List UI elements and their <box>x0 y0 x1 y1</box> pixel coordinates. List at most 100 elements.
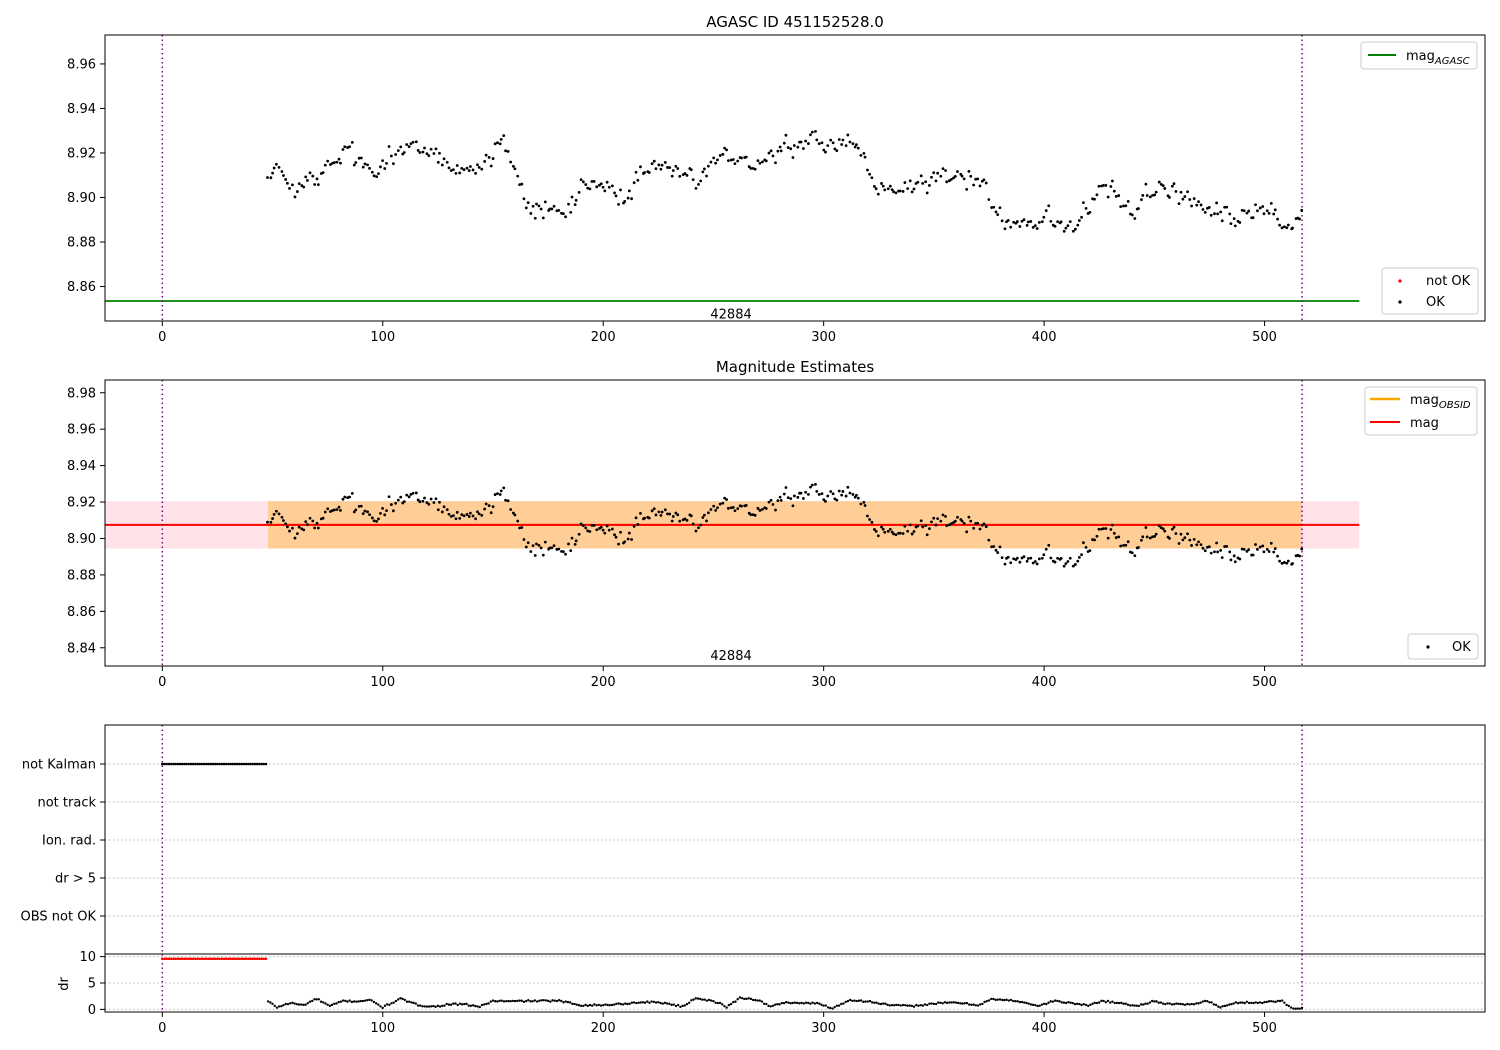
data-point-3-104 <box>496 1000 499 1003</box>
dr-flag-point-0 <box>161 957 164 961</box>
legend-ok-status: not OK OK <box>1381 267 1479 315</box>
data-point-3-244 <box>804 1001 808 1004</box>
data-point-1-417 <box>1186 532 1189 536</box>
data-point-0-52 <box>381 159 384 163</box>
data-point-3-293 <box>912 1005 916 1008</box>
data-point-1-382 <box>1109 528 1113 531</box>
data-point-0-293 <box>912 187 916 191</box>
data-point-3-95 <box>476 1005 479 1008</box>
data-point-1-77 <box>436 508 440 512</box>
data-point-0-226 <box>764 159 768 163</box>
data-point-1-395 <box>1137 546 1140 549</box>
data-point-1-124 <box>539 546 543 550</box>
data-point-3-193 <box>692 998 695 1001</box>
data-point-0-138 <box>570 195 574 199</box>
data-point-3-290 <box>906 1004 909 1007</box>
data-point-3-217 <box>745 997 748 1001</box>
data-point-1-443 <box>1242 547 1246 551</box>
data-point-1-16 <box>302 528 306 532</box>
data-point-0-43 <box>361 165 365 169</box>
y-tick-label-1-6: 8.96 <box>67 423 96 438</box>
data-point-0-164 <box>627 189 631 193</box>
data-point-1-430 <box>1215 541 1218 545</box>
data-point-3-219 <box>749 997 753 1001</box>
data-point-3-215 <box>740 996 744 1000</box>
data-point-1-182 <box>668 512 672 516</box>
dr-axis-label: dr <box>57 977 72 991</box>
data-point-0-459 <box>1278 223 1281 227</box>
data-point-0-365 <box>1071 229 1075 233</box>
data-point-3-453 <box>1265 1000 1268 1004</box>
data-point-1-331 <box>996 551 1000 554</box>
data-point-3-89 <box>463 1002 466 1006</box>
data-point-0-148 <box>592 180 596 183</box>
data-point-1-330 <box>994 548 998 552</box>
data-point-0-192 <box>689 168 693 172</box>
legend-mag-agasc: magAGASC <box>1360 41 1478 70</box>
dr-flag-point-1 <box>163 957 166 961</box>
data-point-3-173 <box>648 1001 651 1004</box>
x-tick-label-3-4: 400 <box>1032 1021 1057 1036</box>
data-point-3-3 <box>273 1004 276 1008</box>
data-point-0-450 <box>1258 206 1262 210</box>
data-point-1-318 <box>967 515 971 519</box>
data-point-0-177 <box>657 163 661 167</box>
dr-flag-point-45 <box>260 957 263 961</box>
data-point-0-338 <box>1012 220 1016 224</box>
data-point-0-103 <box>493 142 497 146</box>
not-kalman-point-18 <box>200 762 204 766</box>
data-point-0-182 <box>668 166 672 169</box>
data-point-3-320 <box>972 1003 975 1006</box>
data-point-1-138 <box>570 536 574 540</box>
data-point-0-37 <box>348 145 351 149</box>
data-point-1-460 <box>1280 561 1284 565</box>
data-point-0-301 <box>930 175 933 179</box>
data-point-3-257 <box>833 1006 836 1009</box>
data-point-1-180 <box>663 508 667 512</box>
data-point-3-39 <box>352 1000 356 1003</box>
data-point-3-283 <box>890 1003 894 1007</box>
data-point-1-351 <box>1040 556 1044 560</box>
data-point-1-328 <box>990 545 994 549</box>
data-point-3-272 <box>866 1000 869 1003</box>
data-point-3-62 <box>403 998 407 1002</box>
dr-flag-point-8 <box>178 957 182 961</box>
data-point-0-94 <box>474 171 477 175</box>
data-point-3-59 <box>396 998 400 1001</box>
data-point-3-398 <box>1144 1002 1147 1005</box>
data-point-0-422 <box>1197 200 1200 204</box>
data-point-1-125 <box>541 553 545 557</box>
not-kalman-point-41 <box>251 762 254 766</box>
data-point-0-16 <box>302 185 306 189</box>
data-point-0-393 <box>1133 217 1137 220</box>
data-point-0-102 <box>491 157 495 160</box>
data-point-3-58 <box>394 999 398 1003</box>
data-point-0-325 <box>982 178 986 182</box>
data-point-1-117 <box>524 545 528 549</box>
data-point-1-380 <box>1104 527 1108 530</box>
data-point-1-348 <box>1033 560 1037 563</box>
data-point-3-370 <box>1082 1003 1085 1006</box>
dr-flag-point-17 <box>198 957 202 961</box>
dr-flag-point-33 <box>233 957 237 961</box>
data-point-3-316 <box>963 1002 966 1005</box>
dr-flag-point-46 <box>262 957 266 961</box>
data-point-3-365 <box>1071 1001 1074 1005</box>
data-point-0-297 <box>921 181 925 185</box>
data-point-3-54 <box>385 1003 389 1006</box>
data-point-1-287 <box>898 531 902 535</box>
data-point-1-362 <box>1064 562 1068 566</box>
data-point-3-256 <box>831 1007 834 1010</box>
data-point-3-403 <box>1155 1000 1158 1003</box>
data-point-1-102 <box>491 505 495 509</box>
data-point-3-303 <box>934 1002 938 1006</box>
data-point-3-32 <box>337 1000 340 1004</box>
dr-flag-point-29 <box>224 957 228 961</box>
data-point-1-63 <box>405 493 409 497</box>
data-point-0-424 <box>1201 208 1205 211</box>
data-point-1-73 <box>427 502 431 506</box>
data-point-1-329 <box>992 545 996 548</box>
data-point-3-349 <box>1036 1004 1039 1008</box>
data-point-0-262 <box>844 144 848 148</box>
